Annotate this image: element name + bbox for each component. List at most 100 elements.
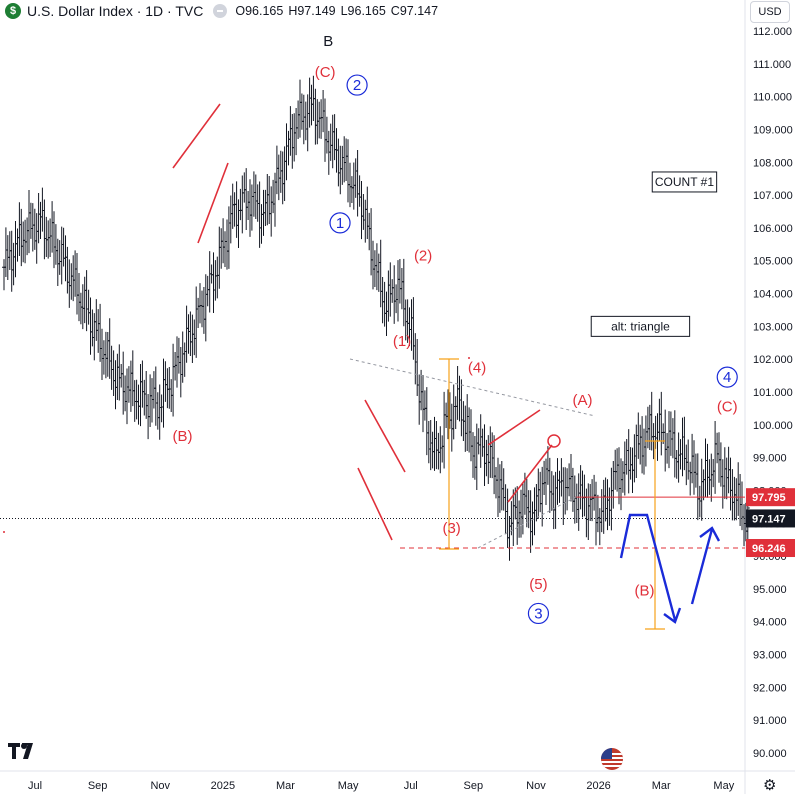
price-bar (267, 175, 272, 224)
wave-channel-line (487, 409, 541, 446)
price-bar (207, 251, 212, 313)
price-badge-97795-bg (746, 488, 795, 507)
wave-label: B (323, 33, 333, 50)
price-bar (251, 171, 256, 217)
ohlc-open: O96.165 (235, 4, 284, 18)
market-status-icon[interactable] (213, 4, 228, 18)
projected-arrow-down-icon (663, 607, 682, 624)
wave-label: (1) (393, 333, 411, 350)
price-bar (426, 420, 431, 464)
y-tick-label: 103.000 (753, 321, 793, 333)
price-badge-97795: 97.795 (752, 492, 786, 504)
y-tick-label: 111.000 (753, 59, 791, 71)
wave-label-circle (329, 212, 351, 234)
marker-dot (3, 531, 5, 533)
y-tick-label: 101.000 (753, 387, 793, 399)
x-tick-label: Mar (276, 780, 295, 792)
price-bar (165, 368, 170, 409)
wave-channel-line (197, 162, 229, 244)
price-bar (476, 428, 481, 455)
price-bar (328, 123, 333, 161)
wave-label-circle (527, 602, 550, 625)
price-bar (365, 186, 370, 240)
dollar-symbol-icon: $ (5, 3, 21, 19)
y-tick-label: 109.000 (753, 124, 793, 136)
chart-header: $ U.S. Dollar Index · 1D · TVC O96.165 H… (0, 0, 740, 22)
price-bar (415, 339, 420, 396)
x-tick-label: Sep (88, 780, 108, 792)
currency-selector[interactable]: USD (750, 1, 790, 23)
triangle-lower-line (477, 495, 579, 549)
ohlc-low: L96.165 (340, 4, 386, 18)
wave-label: (2) (414, 248, 432, 265)
wave-channel-line (364, 399, 406, 473)
last-price-badge-bg (746, 509, 795, 528)
y-tick-label: 105.000 (753, 256, 793, 268)
wave-label: 4 (723, 369, 731, 386)
boxed-label-frame (590, 315, 691, 337)
wave-label-circle (716, 366, 738, 388)
wave-label-circle (346, 74, 368, 96)
price-bar (232, 192, 237, 227)
ohlc-close: C97.147 (390, 4, 439, 18)
last-price-badge: 97.147 (752, 513, 786, 525)
y-tick-label: 94.000 (753, 617, 787, 629)
projected-arrow-up-icon (699, 526, 721, 542)
price-bar (153, 366, 158, 426)
price-bar (451, 384, 456, 440)
price-bar (340, 145, 345, 185)
ohlc-high: H97.149 (288, 4, 336, 18)
price-bar (303, 101, 308, 141)
x-tick-label: May (338, 780, 359, 792)
chart-title[interactable]: U.S. Dollar Index · 1D · TVC (27, 3, 204, 19)
wave-label: 3 (534, 605, 542, 622)
x-tick-label: Jul (404, 780, 418, 792)
wave-channel-line (507, 444, 553, 503)
y-tick-label: 107.000 (753, 190, 793, 202)
price-bars (2, 75, 750, 561)
x-tick-label: Jul (28, 780, 42, 792)
y-tick-label: 104.000 (753, 289, 793, 301)
x-tick-label: Mar (652, 780, 671, 792)
price-bar (240, 175, 245, 234)
wave-label: 1 (336, 215, 344, 232)
wave-channel-line (172, 103, 221, 169)
wave-label: (4) (468, 359, 486, 376)
y-tick-label: 110.000 (753, 92, 792, 104)
boxed-label-frame (651, 171, 718, 193)
wave-label: 2 (353, 77, 361, 94)
y-tick-label: 112.000 (753, 26, 792, 38)
tradingview-logo-icon[interactable] (8, 743, 40, 759)
x-tick-label: 2026 (586, 780, 610, 792)
wave-label: (A) (572, 392, 592, 409)
y-tick-label: 100.000 (753, 420, 793, 432)
price-bar (190, 314, 195, 364)
boxed-label: COUNT #1 (655, 175, 714, 189)
x-tick-label: May (713, 780, 734, 792)
wave-marker-circle (547, 434, 561, 448)
y-tick-label: 90.000 (753, 748, 787, 760)
wave-label: (C) (315, 64, 336, 81)
marker-dot (468, 357, 470, 359)
us-flag-icon[interactable] (601, 748, 623, 770)
y-tick-label: 95.000 (753, 584, 787, 596)
x-tick-label: Sep (464, 780, 484, 792)
price-bar (215, 256, 220, 299)
price-badge-96246: 96.246 (752, 543, 786, 555)
price-bar (128, 360, 133, 412)
wave-label: (C) (717, 399, 738, 416)
price-bar (182, 342, 187, 377)
y-tick-label: 102.000 (753, 354, 793, 366)
y-tick-label: 93.000 (753, 650, 787, 662)
wave-label: (3) (442, 520, 460, 537)
wave-channel-line (357, 467, 393, 541)
x-tick-label: 2025 (211, 780, 235, 792)
y-tick-label: 92.000 (753, 682, 787, 694)
y-tick-label: 108.000 (753, 157, 793, 169)
price-badge-96246-bg (746, 539, 795, 558)
settings-icon[interactable]: ⚙ (763, 777, 777, 794)
price-bar (390, 279, 395, 303)
wave-label: (5) (529, 576, 547, 593)
price-bar (171, 343, 176, 417)
